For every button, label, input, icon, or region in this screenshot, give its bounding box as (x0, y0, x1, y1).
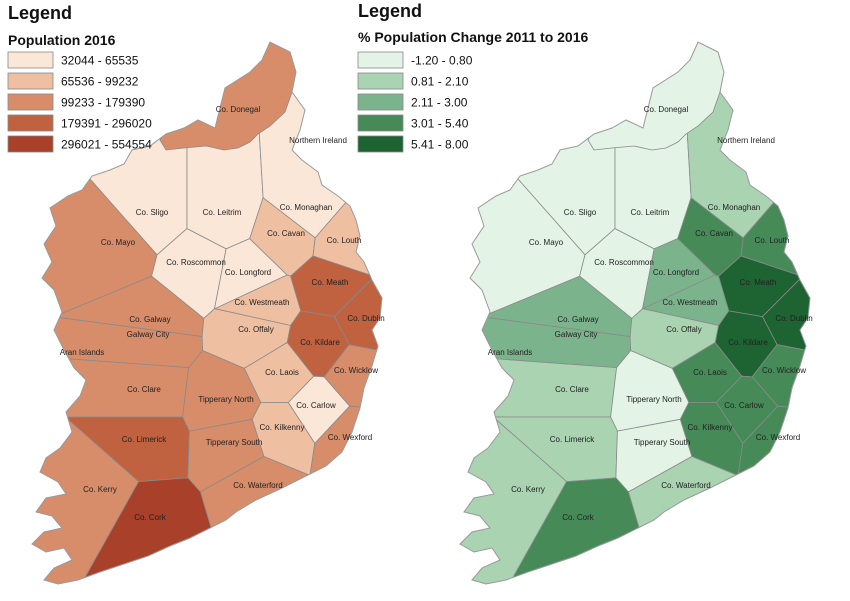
legend-swatch (357, 93, 404, 111)
county-label-co-kildare: Co. Kildare (728, 338, 768, 347)
county-label-co-louth: Co. Louth (755, 236, 790, 245)
legend-swatch (357, 72, 404, 90)
county-label-co-leitrim: Co. Leitrim (203, 208, 242, 217)
county-label-galway-city: Galway City (555, 330, 598, 339)
coastline (31, 41, 383, 585)
legend-label: 65536 - 99232 (61, 75, 139, 89)
county-label-co-kerry: Co. Kerry (511, 485, 545, 494)
county-label-co-meath: Co. Meath (312, 278, 349, 287)
county-label-co-waterford: Co. Waterford (661, 481, 711, 490)
region-label-aran-islands: Aran Islands (488, 348, 532, 357)
legend-label: 296021 - 554554 (61, 138, 152, 152)
county-label-co-westmeath: Co. Westmeath (663, 298, 718, 307)
county-co-waterford (199, 456, 376, 584)
legend-subtitle: Population 2016 (8, 32, 116, 48)
county-label-co-wicklow: Co. Wicklow (762, 366, 806, 375)
legend-label: 179391 - 296020 (61, 117, 152, 131)
county-label-co-offaly: Co. Offaly (238, 325, 273, 334)
county-label-co-carlow: Co. Carlow (724, 401, 764, 410)
population-change-legend: Legend % Population Change 2011 to 2016 … (357, 1, 589, 153)
county-label-co-wexford: Co. Wexford (328, 433, 372, 442)
county-label-co-wexford: Co. Wexford (756, 433, 800, 442)
county-label-co-wicklow: Co. Wicklow (334, 366, 378, 375)
county-label-co-sligo: Co. Sligo (564, 208, 597, 217)
county-label-co-roscommon: Co. Roscommon (594, 258, 654, 267)
county-label-co-cork: Co. Cork (134, 513, 167, 522)
county-label-co-carlow: Co. Carlow (296, 401, 336, 410)
county-label-co-dublin: Co. Dublin (775, 314, 812, 323)
legend-label: 32044 - 65535 (61, 54, 139, 68)
county-label-co-sligo: Co. Sligo (136, 208, 169, 217)
legend-swatch (7, 114, 54, 132)
legend-swatch (7, 93, 54, 111)
county-label-co-roscommon: Co. Roscommon (166, 258, 226, 267)
legend-swatch (357, 135, 404, 153)
county-label-co-meath: Co. Meath (740, 278, 777, 287)
county-label-tipperary-south: Tipperary South (634, 438, 691, 447)
county-label-co-monaghan: Co. Monaghan (708, 203, 760, 212)
county-label-co-galway: Co. Galway (129, 315, 170, 324)
county-label-co-laois: Co. Laois (693, 368, 727, 377)
county-label-co-kilkenny: Co. Kilkenny (688, 423, 733, 432)
county-label-co-louth: Co. Louth (327, 236, 362, 245)
county-label-co-offaly: Co. Offaly (666, 325, 701, 334)
legend-label: 3.01 - 5.40 (411, 117, 469, 131)
legend-label: 0.81 - 2.10 (411, 75, 469, 89)
county-label-co-leitrim: Co. Leitrim (631, 208, 670, 217)
county-label-co-waterford: Co. Waterford (233, 481, 283, 490)
county-label-co-kilkenny: Co. Kilkenny (260, 423, 305, 432)
county-label-co-cavan: Co. Cavan (695, 229, 733, 238)
legend-label: 5.41 - 8.00 (411, 138, 469, 152)
county-co-waterford (627, 456, 804, 584)
county-label-tipperary-north: Tipperary North (626, 395, 681, 404)
legend-label: -1.20 - 0.80 (411, 54, 473, 68)
population-map: Co. Donegal Co. Sligo Co. Leitrim Co. Mayo C… (31, 41, 385, 585)
legend-title: Legend (8, 3, 72, 23)
county-label-co-clare: Co. Clare (127, 385, 161, 394)
region-label-aran-islands: Aran Islands (60, 348, 104, 357)
legend-title: Legend (358, 1, 422, 21)
legend-swatch (357, 114, 404, 132)
county-label-co-donegal: Co. Donegal (644, 105, 689, 114)
county-label-co-laois: Co. Laois (265, 368, 299, 377)
legend-swatch (357, 51, 404, 69)
county-label-co-donegal: Co. Donegal (216, 105, 261, 114)
legend-swatch (7, 51, 54, 69)
county-label-co-clare: Co. Clare (555, 385, 589, 394)
county-label-co-galway: Co. Galway (557, 315, 598, 324)
legend-label: 2.11 - 3.00 (411, 96, 468, 110)
county-label-galway-city: Galway City (127, 330, 170, 339)
legend-label: 99233 - 179390 (61, 96, 145, 110)
county-label-co-kildare: Co. Kildare (300, 338, 340, 347)
county-label-co-monaghan: Co. Monaghan (280, 203, 332, 212)
county-label-co-limerick: Co. Limerick (122, 435, 167, 444)
population-change-map: Co. Donegal Co. Sligo Co. Leitrim Co. Mayo C… (459, 41, 813, 585)
region-label-northern-ireland: Northern Ireland (717, 136, 775, 145)
coastline (459, 41, 811, 585)
county-label-co-cavan: Co. Cavan (267, 229, 305, 238)
population-legend: Legend Population 2016 32044 - 65535 6553… (7, 3, 152, 153)
county-label-tipperary-south: Tipperary South (206, 438, 263, 447)
legend-swatch (7, 135, 54, 153)
region-label-northern-ireland: Northern Ireland (289, 136, 347, 145)
county-label-co-cork: Co. Cork (562, 513, 595, 522)
county-label-co-kerry: Co. Kerry (83, 485, 117, 494)
county-label-co-longford: Co. Longford (225, 268, 271, 277)
county-label-co-limerick: Co. Limerick (550, 435, 595, 444)
legend-subtitle: % Population Change 2011 to 2016 (358, 29, 589, 45)
county-label-co-mayo: Co. Mayo (529, 238, 564, 247)
county-label-co-dublin: Co. Dublin (347, 314, 384, 323)
county-label-tipperary-north: Tipperary North (198, 395, 253, 404)
county-label-co-longford: Co. Longford (653, 268, 699, 277)
legend-swatch (7, 72, 54, 90)
county-label-co-westmeath: Co. Westmeath (235, 298, 290, 307)
county-label-co-mayo: Co. Mayo (101, 238, 136, 247)
